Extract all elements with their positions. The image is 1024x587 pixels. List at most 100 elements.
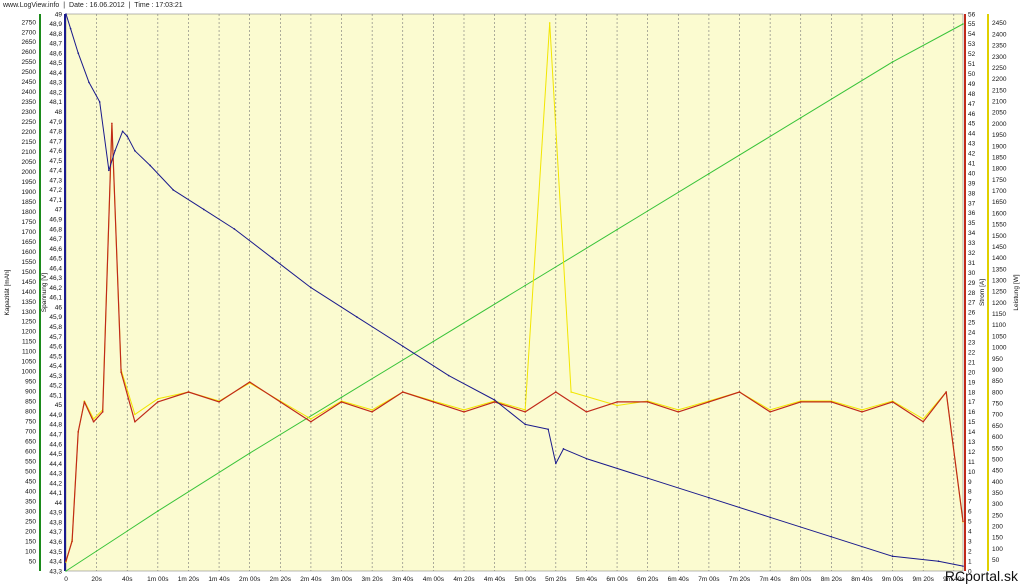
separator: |: [63, 2, 66, 9]
data-point-strom: [524, 411, 527, 413]
spannung-tick-label: 48,3: [49, 80, 62, 87]
strom-tick-label: 0: [968, 568, 972, 575]
x-tick-label: 1m 20s: [178, 576, 200, 583]
strom-tick-label: 50: [968, 71, 976, 78]
strom-tick-label: 38: [968, 190, 976, 197]
spannung-tick-label: 47,2: [49, 187, 62, 194]
data-point-spannung: [524, 423, 527, 426]
data-point-spannung: [310, 286, 312, 289]
spannung-tick-label: 45,9: [49, 314, 62, 321]
strom-tick-label: 56: [968, 11, 976, 18]
kapazitaet-tick-label: 50: [29, 558, 37, 565]
data-point-spannung: [121, 130, 124, 133]
data-point-strom: [616, 401, 618, 403]
strom-tick-label: 10: [968, 469, 976, 476]
strom-tick-label: 42: [968, 151, 976, 158]
spannung-axis-label: Spannung [V]: [41, 273, 48, 313]
x-tick-label: 4m 00s: [423, 576, 445, 583]
data-point-leistung: [677, 409, 680, 411]
x-tick-label: 6m 20s: [637, 576, 659, 583]
data-point-strom: [585, 411, 588, 413]
spannung-tick-label: 44,8: [49, 422, 62, 429]
x-tick-label: 3m 20s: [361, 576, 383, 583]
leistung-tick-label: 650: [992, 423, 1003, 430]
strom-tick-label: 18: [968, 389, 976, 396]
x-tick-label: 8m 20s: [821, 576, 843, 583]
data-point-strom: [279, 401, 282, 403]
leistung-tick-label: 1650: [992, 199, 1007, 206]
spannung-tick-label: 48,6: [49, 50, 62, 57]
kapazitaet-tick-label: 250: [25, 518, 36, 525]
data-point-strom: [101, 411, 104, 413]
spannung-tick-label: 48,7: [49, 41, 62, 48]
x-tick-label: 7m 20s: [729, 576, 751, 583]
strom-tick-label: 23: [968, 340, 976, 347]
data-point-strom: [187, 391, 190, 393]
data-point-strom: [248, 381, 251, 383]
spannung-tick-label: 43,5: [49, 549, 62, 556]
leistung-tick-label: 700: [992, 412, 1003, 419]
spannung-tick-label: 46,3: [49, 275, 62, 282]
leistung-tick-label: 1850: [992, 154, 1007, 161]
kapazitaet-tick-label: 2500: [22, 69, 37, 76]
leistung-tick-label: 300: [992, 501, 1003, 508]
spannung-tick-label: 45,8: [49, 324, 62, 331]
kapazitaet-tick-label: 2100: [22, 149, 37, 156]
strom-tick-label: 30: [968, 270, 976, 277]
kapazitaet-tick-label: 200: [25, 528, 36, 535]
kapazitaet-tick-label: 950: [25, 379, 36, 386]
data-point-kapazitaet: [962, 23, 964, 25]
kapazitaet-tick-label: 1150: [22, 339, 36, 346]
leistung-tick-label: 250: [992, 512, 1003, 519]
spannung-tick-label: 49: [55, 11, 63, 18]
spannung-tick-label: 45,5: [49, 353, 62, 360]
strom-tick-label: 45: [968, 121, 976, 128]
data-point-leistung: [463, 409, 465, 411]
spannung-tick-label: 46,2: [49, 285, 62, 292]
kapazitaet-tick-label: 2250: [22, 119, 37, 126]
data-point-spannung: [585, 457, 588, 460]
data-point-strom: [493, 401, 496, 403]
spannung-tick-label: 43,3: [49, 568, 62, 575]
leistung-tick-label: 150: [992, 535, 1003, 542]
strom-tick-label: 6: [968, 509, 972, 516]
leistung-tick-label: 100: [992, 546, 1003, 553]
leistung-tick-label: 600: [992, 434, 1003, 441]
leistung-tick-label: 2300: [992, 54, 1007, 61]
data-point-leistung: [524, 409, 527, 411]
spannung-tick-label: 47,5: [49, 158, 62, 165]
strom-tick-label: 21: [968, 359, 976, 366]
data-point-strom: [738, 391, 741, 393]
kapazitaet-tick-label: 1900: [22, 189, 37, 196]
strom-tick-label: 39: [968, 180, 976, 187]
strom-tick-label: 33: [968, 240, 976, 247]
data-point-leistung: [134, 413, 136, 416]
leistung-tick-label: 50: [992, 557, 1000, 564]
strom-tick-label: 44: [968, 131, 976, 138]
data-point-strom: [157, 401, 159, 403]
kapazitaet-tick-label: 500: [25, 468, 36, 475]
strom-tick-label: 8: [968, 489, 972, 496]
data-point-spannung: [962, 565, 964, 567]
leistung-axis-label: Leistung [W]: [1013, 274, 1020, 310]
kapazitaet-tick-label: 2300: [22, 109, 37, 116]
kapazitaet-tick-label: 1650: [22, 239, 37, 246]
series-group: [65, 13, 964, 572]
kapazitaet-tick-label: 2750: [22, 19, 37, 26]
data-point-spannung: [493, 399, 496, 401]
spannung-tick-label: 47,6: [49, 148, 62, 155]
leistung-tick-label: 400: [992, 479, 1003, 486]
strom-tick-label: 1: [968, 558, 972, 565]
strom-tick-label: 47: [968, 101, 976, 108]
x-tick-label: 1m 00s: [147, 576, 169, 583]
data-point-spannung: [134, 150, 136, 152]
strom-tick-label: 7: [968, 499, 972, 506]
x-tick-label: 5m 40s: [576, 576, 598, 583]
x-tick-label: 7m 00s: [698, 576, 720, 583]
spannung-tick-label: 43,8: [49, 519, 62, 526]
kapazitaet-tick-label: 1950: [22, 179, 37, 186]
spannung-tick-label: 48,4: [49, 70, 62, 77]
spannung-tick-label: 45,2: [49, 383, 62, 390]
leistung-tick-label: 1300: [992, 277, 1007, 284]
